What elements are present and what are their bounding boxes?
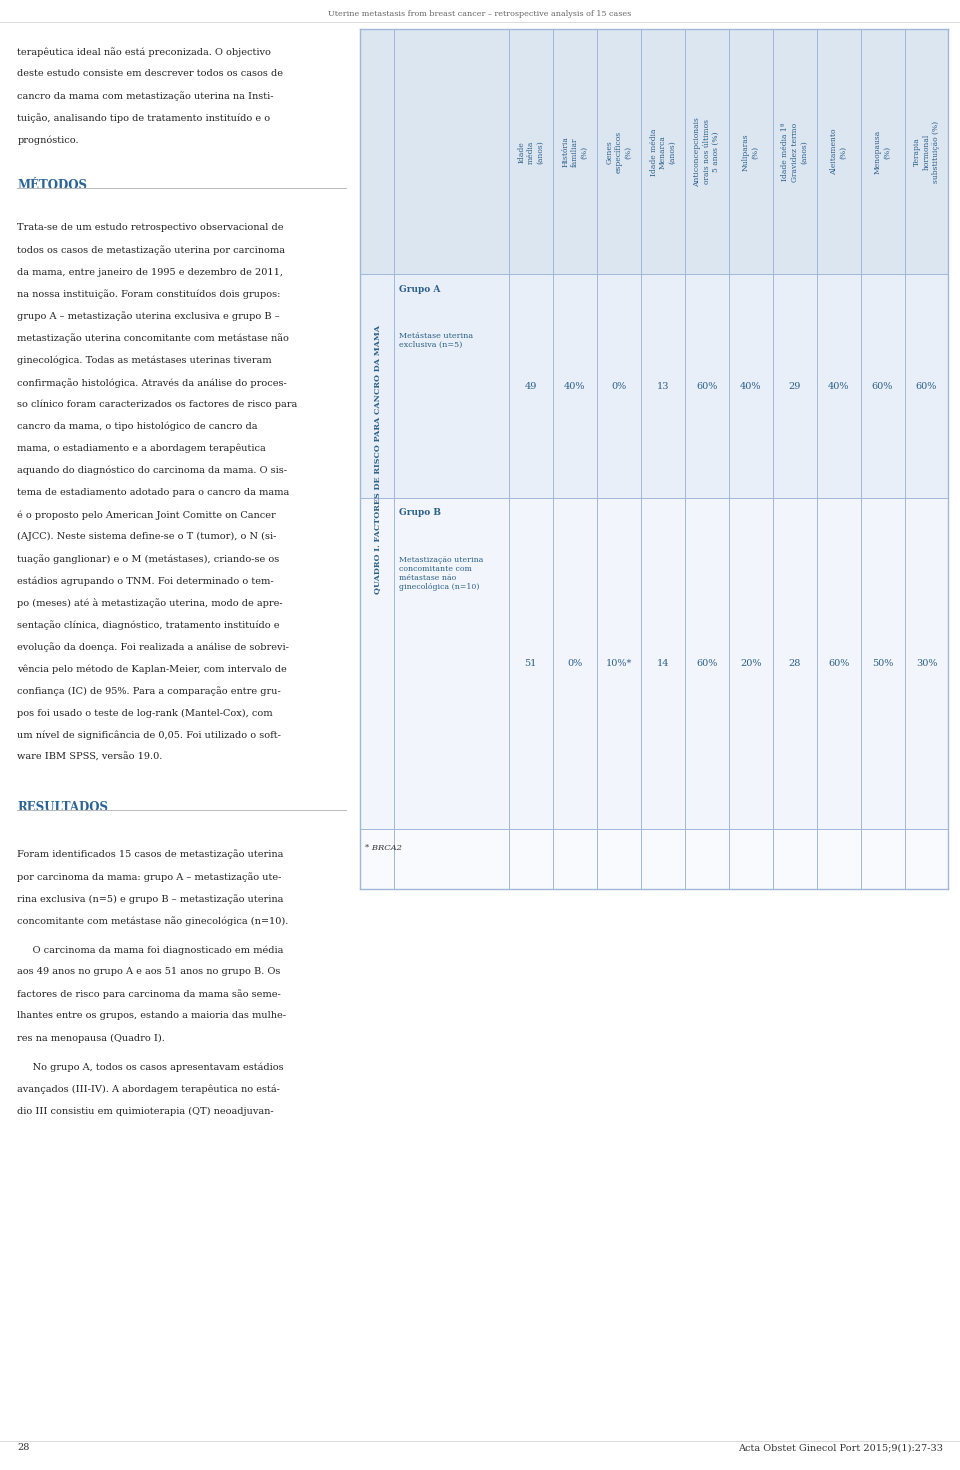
Text: Grupo B: Grupo B <box>398 509 441 517</box>
Text: cancro da mama, o tipo histológico de cancro da: cancro da mama, o tipo histológico de ca… <box>17 422 258 431</box>
Text: Metastização uterina
concomitante com
métastase não
ginecológica (n=10): Metastização uterina concomitante com mé… <box>398 556 483 591</box>
Text: po (meses) até à metastização uterina, modo de apre-: po (meses) até à metastização uterina, m… <box>17 598 283 609</box>
Text: deste estudo consiste em descrever todos os casos de: deste estudo consiste em descrever todos… <box>17 69 283 78</box>
FancyBboxPatch shape <box>360 829 948 889</box>
Text: tuação ganglionar) e o M (metástases), criando-se os: tuação ganglionar) e o M (metástases), c… <box>17 554 279 564</box>
Text: No grupo A, todos os casos apresentavam estádios: No grupo A, todos os casos apresentavam … <box>17 1063 284 1072</box>
FancyBboxPatch shape <box>360 29 948 275</box>
Text: Idade média
Menarca
(anos): Idade média Menarca (anos) <box>650 128 676 176</box>
Text: 51: 51 <box>525 659 537 667</box>
Text: 60%: 60% <box>696 659 717 667</box>
Text: aos 49 anos no grupo A e aos 51 anos no grupo B. Os: aos 49 anos no grupo A e aos 51 anos no … <box>17 967 280 976</box>
Text: da mama, entre janeiro de 1995 e dezembro de 2011,: da mama, entre janeiro de 1995 e dezembr… <box>17 268 283 276</box>
Text: 40%: 40% <box>564 382 586 391</box>
Text: evolução da doença. Foi realizada a análise de sobrevi-: evolução da doença. Foi realizada a anál… <box>17 642 289 653</box>
Text: 49: 49 <box>525 382 537 391</box>
Text: Grupo A: Grupo A <box>398 285 441 294</box>
FancyBboxPatch shape <box>360 275 948 498</box>
Text: rina exclusiva (n=5) e grupo B – metastização uterina: rina exclusiva (n=5) e grupo B – metasti… <box>17 894 283 904</box>
Text: 60%: 60% <box>916 382 937 391</box>
Text: tema de estadiamento adotado para o cancro da mama: tema de estadiamento adotado para o canc… <box>17 488 290 497</box>
Text: 0%: 0% <box>612 382 627 391</box>
Text: lhantes entre os grupos, estando a maioria das mulhe-: lhantes entre os grupos, estando a maior… <box>17 1011 286 1020</box>
Text: Aleitamento
(%): Aleitamento (%) <box>830 129 847 175</box>
Text: Uterine metastasis from breast cancer – retrospective analysis of 15 cases: Uterine metastasis from breast cancer – … <box>328 10 632 18</box>
Text: 0%: 0% <box>567 659 583 667</box>
Text: Foram identificados 15 casos de metastização uterina: Foram identificados 15 casos de metastiz… <box>17 850 283 860</box>
Text: RESULTADOS: RESULTADOS <box>17 801 108 814</box>
Text: Idade
média
(anos): Idade média (anos) <box>517 140 544 163</box>
Text: dio III consistiu em quimioterapia (QT) neoadjuvan-: dio III consistiu em quimioterapia (QT) … <box>17 1107 274 1116</box>
Text: 28: 28 <box>17 1444 30 1452</box>
Text: 28: 28 <box>788 659 801 667</box>
Text: aquando do diagnóstico do carcinoma da mama. O sis-: aquando do diagnóstico do carcinoma da m… <box>17 466 287 475</box>
Text: todos os casos de metastização uterina por carcinoma: todos os casos de metastização uterina p… <box>17 245 285 256</box>
Text: so clínico foram caracterizados os factores de risco para: so clínico foram caracterizados os facto… <box>17 400 298 409</box>
Text: (AJCC). Neste sistema define-se o T (tumor), o N (si-: (AJCC). Neste sistema define-se o T (tum… <box>17 532 276 541</box>
Text: concomitante com metástase não ginecológica (n=10).: concomitante com metástase não ginecológ… <box>17 916 289 926</box>
Text: cancro da mama com metastização uterina na Insti-: cancro da mama com metastização uterina … <box>17 91 274 101</box>
Text: tuição, analisando tipo de tratamento instituído e o: tuição, analisando tipo de tratamento in… <box>17 113 271 123</box>
Text: Nuliparas
(%): Nuliparas (%) <box>742 134 759 171</box>
Text: MÉTODOS: MÉTODOS <box>17 179 87 193</box>
Text: 14: 14 <box>657 659 669 667</box>
Text: 29: 29 <box>788 382 801 391</box>
Text: 40%: 40% <box>828 382 850 391</box>
Text: O carcinoma da mama foi diagnosticado em média: O carcinoma da mama foi diagnosticado em… <box>17 945 283 954</box>
Text: 40%: 40% <box>740 382 761 391</box>
Text: factores de risco para carcinoma da mama são seme-: factores de risco para carcinoma da mama… <box>17 989 281 1000</box>
Text: QUADRO I. FACTORES DE RISCO PARA CANCRO DA MAMA: QUADRO I. FACTORES DE RISCO PARA CANCRO … <box>373 325 381 594</box>
Text: grupo A – metastização uterina exclusiva e grupo B –: grupo A – metastização uterina exclusiva… <box>17 312 280 322</box>
Text: prognóstico.: prognóstico. <box>17 135 79 144</box>
Text: ware IBM SPSS, versão 19.0.: ware IBM SPSS, versão 19.0. <box>17 753 162 761</box>
Text: Metástase uterina
exclusiva (n=5): Metástase uterina exclusiva (n=5) <box>398 332 473 350</box>
Text: 60%: 60% <box>696 382 717 391</box>
Text: estádios agrupando o TNM. Foi determinado o tem-: estádios agrupando o TNM. Foi determinad… <box>17 576 274 585</box>
Text: Idade média 1ª
Gravidez termo
(anos): Idade média 1ª Gravidez termo (anos) <box>781 122 807 181</box>
Text: Trata-se de um estudo retrospectivo observacional de: Trata-se de um estudo retrospectivo obse… <box>17 223 284 232</box>
Text: metastização uterina concomitante com metástase não: metastização uterina concomitante com me… <box>17 334 289 344</box>
Text: Anticoncepcionais
orais nos últimos
5 anos (%): Anticoncepcionais orais nos últimos 5 an… <box>693 118 720 187</box>
Text: é o proposto pelo American Joint Comitte on Cancer: é o proposto pelo American Joint Comitte… <box>17 510 276 519</box>
Text: um nível de significância de 0,05. Foi utilizado o soft-: um nível de significância de 0,05. Foi u… <box>17 731 281 739</box>
Text: 10%*: 10%* <box>606 659 632 667</box>
Text: * BRCA2: * BRCA2 <box>365 844 402 851</box>
FancyBboxPatch shape <box>360 29 948 889</box>
FancyBboxPatch shape <box>360 498 948 829</box>
Text: terapêutica ideal não está preconizada. O objectivo: terapêutica ideal não está preconizada. … <box>17 47 271 57</box>
Text: res na menopausa (Quadro I).: res na menopausa (Quadro I). <box>17 1033 165 1042</box>
Text: por carcinoma da mama: grupo A – metastização ute-: por carcinoma da mama: grupo A – metasti… <box>17 872 281 882</box>
Text: História
familiar
(%): História familiar (%) <box>562 137 588 168</box>
Text: 60%: 60% <box>828 659 850 667</box>
Text: vência pelo método de Kaplan-Meier, com intervalo de: vência pelo método de Kaplan-Meier, com … <box>17 664 287 673</box>
Text: avançados (III-IV). A abordagem terapêutica no está-: avançados (III-IV). A abordagem terapêut… <box>17 1085 280 1094</box>
Text: Genes
específicos
(%): Genes específicos (%) <box>606 131 632 173</box>
Text: pos foi usado o teste de log-rank (Mantel-Cox), com: pos foi usado o teste de log-rank (Mante… <box>17 709 273 717</box>
Text: Terapia
hormonal
substituição (%): Terapia hormonal substituição (%) <box>913 121 940 182</box>
Text: 20%: 20% <box>740 659 761 667</box>
Text: sentação clínica, diagnóstico, tratamento instituído e: sentação clínica, diagnóstico, tratament… <box>17 620 279 631</box>
Text: 60%: 60% <box>872 382 893 391</box>
Text: na nossa instituição. Foram constituídos dois grupos:: na nossa instituição. Foram constituídos… <box>17 290 280 300</box>
Text: 30%: 30% <box>916 659 937 667</box>
Text: 50%: 50% <box>872 659 893 667</box>
Text: confiança (IC) de 95%. Para a comparação entre gru-: confiança (IC) de 95%. Para a comparação… <box>17 686 281 697</box>
Text: Acta Obstet Ginecol Port 2015;9(1):27-33: Acta Obstet Ginecol Port 2015;9(1):27-33 <box>737 1444 943 1452</box>
Text: ginecológica. Todas as metástases uterinas tiveram: ginecológica. Todas as metástases uterin… <box>17 356 272 365</box>
Text: mama, o estadiamento e a abordagem terapêutica: mama, o estadiamento e a abordagem terap… <box>17 444 266 453</box>
Text: Menopausa
(%): Menopausa (%) <box>874 129 891 173</box>
Text: 13: 13 <box>657 382 669 391</box>
Text: confirmação histológica. Através da análise do proces-: confirmação histológica. Através da anál… <box>17 378 287 388</box>
